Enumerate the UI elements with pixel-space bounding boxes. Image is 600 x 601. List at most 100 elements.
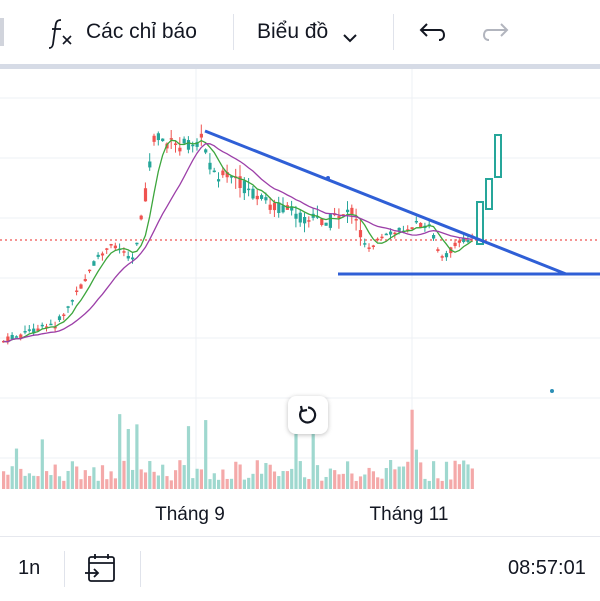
volume-bar (14, 448, 19, 489)
candle-body (260, 195, 264, 199)
candle-body (225, 172, 229, 178)
redo-button[interactable] (482, 14, 510, 50)
candle-body (466, 239, 470, 242)
candle-body (19, 334, 23, 339)
volume-bar (389, 460, 393, 489)
volume-bar (92, 467, 96, 489)
candle-body (268, 204, 272, 210)
toolbar-separator (233, 14, 234, 50)
volume-bar (212, 473, 216, 489)
candle-body (23, 331, 27, 333)
volume-bar (49, 475, 53, 489)
indicators-button[interactable]: Các chỉ báo (46, 14, 197, 50)
candle-body (174, 143, 178, 145)
volume-bar (148, 461, 152, 489)
volume-bar (40, 439, 44, 489)
candle-body (53, 326, 57, 329)
volume-bar (444, 461, 449, 489)
volume-bar (75, 466, 79, 489)
candle-body (88, 269, 92, 272)
toolbar-separator (393, 14, 394, 50)
candle-body (307, 220, 311, 222)
chart-type-label: Biểu đồ (257, 20, 329, 43)
undo-button[interactable] (418, 14, 446, 50)
bottom-separator (140, 551, 141, 587)
volume-bar (277, 476, 281, 489)
volume-bar (432, 461, 436, 489)
volume-bar (367, 467, 371, 489)
volume-bar (371, 471, 375, 489)
toolbar-divider (0, 64, 600, 69)
candle-body (393, 232, 397, 235)
candle-body (367, 247, 371, 249)
volume-bar (88, 475, 92, 489)
volume-bar (376, 477, 380, 489)
candle-body (444, 253, 449, 258)
candle-body (414, 220, 418, 223)
volume-bar (199, 469, 203, 489)
candle-body (212, 170, 216, 173)
descending-trendline[interactable] (204, 129, 567, 276)
clock-time: 08:57:01 (508, 557, 586, 579)
price-chart[interactable]: Tháng 9 Tháng 11 (0, 69, 600, 536)
ma-fast-line (3, 139, 473, 343)
volume-bar (260, 473, 264, 489)
volume-bar (19, 468, 23, 489)
candle-body (294, 213, 298, 219)
go-to-date-icon[interactable] (84, 551, 118, 585)
interval-button[interactable]: 1n (18, 557, 41, 579)
volume-bar (350, 473, 354, 489)
candle-body (298, 212, 302, 223)
volume-bar (341, 473, 345, 489)
volume-bar (328, 468, 332, 489)
volume-bar (457, 464, 461, 489)
volume-bar (2, 471, 6, 489)
chart-toolbar: Các chỉ báo Biểu đồ (0, 0, 600, 64)
reset-chart-button[interactable] (288, 396, 328, 434)
volume-bar (66, 470, 70, 489)
drawing-anchor-point[interactable] (326, 176, 330, 180)
volume-bar (57, 476, 62, 489)
candle-body (75, 290, 79, 292)
volume-bar (346, 461, 350, 489)
candle-body (156, 133, 160, 141)
candle-body (62, 314, 66, 317)
drawing-anchor-point[interactable] (550, 389, 554, 393)
candle-body (45, 326, 49, 328)
volume-bar (53, 464, 57, 489)
candle-body (380, 236, 384, 239)
candle-body (242, 180, 246, 194)
volume-bar (238, 464, 242, 489)
candle-body (462, 237, 466, 243)
candle-body (204, 149, 208, 153)
candle-body (186, 140, 191, 150)
candle-body (436, 249, 440, 251)
indicators-label: Các chỉ báo (86, 20, 197, 43)
volume-bar (229, 478, 234, 489)
chart-type-button[interactable]: Biểu đồ (257, 14, 358, 50)
volume-bar (406, 461, 410, 489)
candle-body (410, 227, 414, 230)
volume-bar (105, 479, 109, 489)
candle-body (199, 133, 203, 138)
candle-body (337, 216, 341, 219)
candle-body (290, 206, 294, 211)
volume-bar (182, 465, 186, 489)
candle-body (6, 336, 10, 343)
volume-bar (449, 479, 453, 489)
volume-bar (62, 480, 66, 489)
candle-body (14, 336, 19, 338)
candle-body (363, 243, 367, 245)
volume-bar (221, 469, 225, 489)
ma-slow-line (3, 143, 473, 343)
candle-body (384, 233, 388, 236)
volume-bar (307, 478, 311, 489)
volume-bar (410, 409, 414, 489)
candle-body (40, 324, 44, 327)
candle-body (83, 279, 87, 282)
volume-bar (100, 465, 105, 489)
candle-body (122, 251, 126, 253)
candle-body (92, 261, 96, 266)
candle-body (406, 229, 410, 231)
volume-bar (354, 480, 358, 489)
